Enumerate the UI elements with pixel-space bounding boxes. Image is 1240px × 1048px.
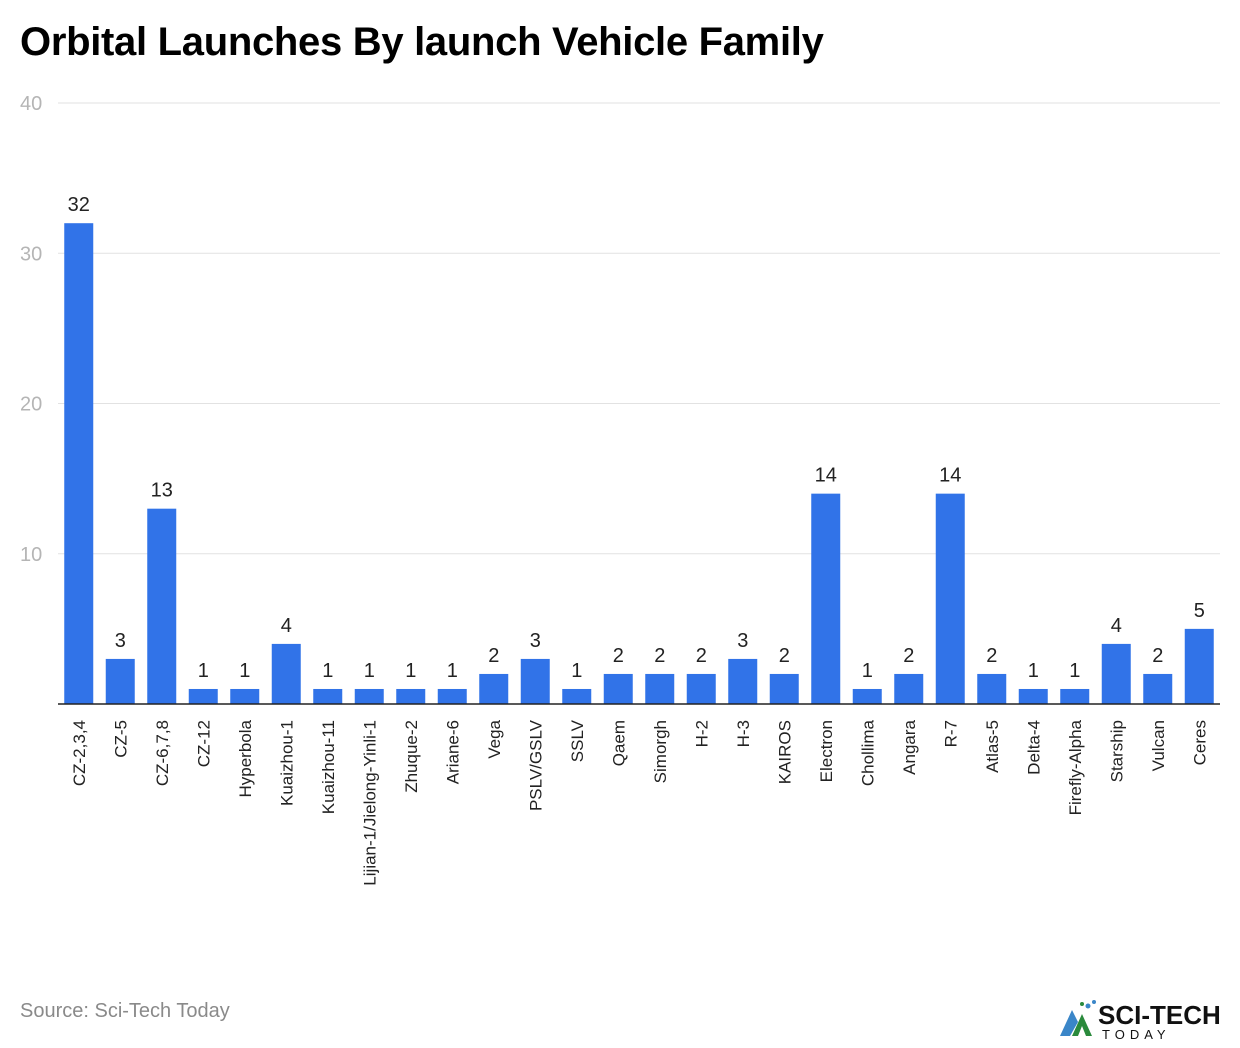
data-label: 2 xyxy=(986,645,997,667)
x-tick-label: Firefly-Alpha xyxy=(1066,719,1085,815)
data-label: 4 xyxy=(1111,615,1122,637)
data-label: 1 xyxy=(1069,660,1080,682)
x-tick-label: Zhuque-2 xyxy=(402,720,421,793)
data-label: 2 xyxy=(613,645,624,667)
data-label: 14 xyxy=(815,465,837,487)
bar xyxy=(188,688,218,704)
x-tick-label: Delta-4 xyxy=(1024,720,1043,775)
bar xyxy=(437,688,467,704)
bar xyxy=(645,673,675,704)
data-label: 5 xyxy=(1194,600,1205,622)
bar xyxy=(1018,688,1048,704)
bar xyxy=(894,673,924,704)
logo-subtext: TODAY xyxy=(1102,1027,1171,1042)
data-label: 2 xyxy=(779,645,790,667)
x-tick-label: CZ-5 xyxy=(111,720,130,758)
data-label: 1 xyxy=(571,660,582,682)
x-tick-label: SSLV xyxy=(568,719,587,762)
bar xyxy=(230,688,260,704)
x-tick-label: Hyperbola xyxy=(236,719,255,797)
data-label: 2 xyxy=(696,645,707,667)
data-label: 14 xyxy=(939,465,961,487)
bar xyxy=(520,658,550,704)
x-tick-label: KAIROS xyxy=(775,720,794,784)
x-tick-label: H-3 xyxy=(734,720,753,747)
data-label: 1 xyxy=(1028,660,1039,682)
y-tick-label: 30 xyxy=(20,243,42,265)
logo-mark-icon xyxy=(1060,1000,1096,1036)
x-tick-label: Vulcan xyxy=(1149,720,1168,771)
data-label: 13 xyxy=(151,480,173,502)
x-tick-label: Kuaizhou-1 xyxy=(277,720,296,806)
y-tick-label: 40 xyxy=(20,93,42,115)
data-label: 1 xyxy=(862,660,873,682)
x-tick-label: Ariane-6 xyxy=(443,720,462,784)
source-note: Source: Sci-Tech Today xyxy=(20,1000,230,1022)
data-label: 3 xyxy=(530,630,541,652)
data-label: 1 xyxy=(239,660,250,682)
bar xyxy=(64,223,94,704)
bar xyxy=(354,688,384,704)
data-label: 2 xyxy=(488,645,499,667)
bar xyxy=(271,643,301,704)
bar-chart: 1020304032CZ-2,3,43CZ-513CZ-6,7,81CZ-121… xyxy=(20,93,1220,886)
x-tick-label: Simorgh xyxy=(651,720,670,783)
sci-tech-today-logo: SCI-TECH TODAY xyxy=(1060,1000,1221,1042)
bar xyxy=(313,688,343,704)
bar xyxy=(1101,643,1131,704)
bar xyxy=(147,508,177,704)
data-label: 32 xyxy=(68,194,90,216)
bar xyxy=(562,688,592,704)
x-tick-label: Qaem xyxy=(609,720,628,766)
data-label: 1 xyxy=(405,660,416,682)
x-tick-label: Kuaizhou-11 xyxy=(319,720,338,814)
data-label: 3 xyxy=(115,630,126,652)
x-tick-label: CZ-2,3,4 xyxy=(70,720,89,786)
bar xyxy=(686,673,716,704)
bar xyxy=(935,493,965,704)
x-tick-label: CZ-6,7,8 xyxy=(153,720,172,786)
x-tick-label: Lijian-1/Jielong-Yinli-1 xyxy=(360,720,379,886)
x-tick-label: Ceres xyxy=(1190,720,1209,765)
bar xyxy=(728,658,758,704)
bar xyxy=(769,673,799,704)
bar xyxy=(977,673,1007,704)
x-tick-label: Vega xyxy=(485,719,504,758)
x-tick-label: PSLV/GSLV xyxy=(526,719,545,811)
x-tick-label: Starship xyxy=(1107,720,1126,782)
y-tick-label: 20 xyxy=(20,394,42,416)
x-tick-label: Electron xyxy=(817,720,836,782)
x-tick-label: Atlas-5 xyxy=(983,720,1002,773)
chart-title: Orbital Launches By launch Vehicle Famil… xyxy=(20,20,824,64)
bar xyxy=(603,673,633,704)
x-tick-label: Angara xyxy=(900,719,919,774)
bar xyxy=(396,688,426,704)
data-label: 2 xyxy=(903,645,914,667)
x-tick-label: H-2 xyxy=(692,720,711,747)
bar xyxy=(105,658,135,704)
data-label: 1 xyxy=(322,660,333,682)
data-label: 2 xyxy=(654,645,665,667)
bar xyxy=(479,673,509,704)
data-label: 4 xyxy=(281,615,292,637)
x-tick-label: Chollima xyxy=(858,719,877,786)
bar xyxy=(852,688,882,704)
bar xyxy=(811,493,841,704)
data-label: 1 xyxy=(198,660,209,682)
data-label: 1 xyxy=(447,660,458,682)
y-tick-label: 10 xyxy=(20,544,42,566)
bar xyxy=(1143,673,1173,704)
data-label: 2 xyxy=(1152,645,1163,667)
x-tick-label: CZ-12 xyxy=(194,720,213,767)
bar xyxy=(1060,688,1090,704)
data-label: 3 xyxy=(737,630,748,652)
bar xyxy=(1184,628,1214,704)
logo-text: SCI-TECH xyxy=(1098,1000,1221,1030)
x-tick-label: R-7 xyxy=(941,720,960,747)
data-label: 1 xyxy=(364,660,375,682)
